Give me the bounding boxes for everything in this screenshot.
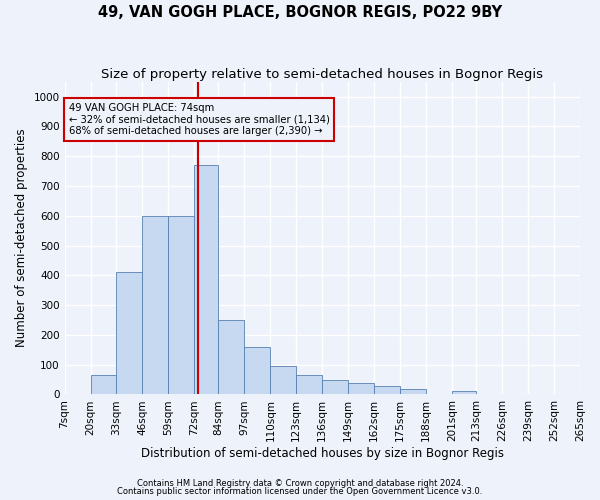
Text: Contains public sector information licensed under the Open Government Licence v3: Contains public sector information licen…	[118, 487, 482, 496]
Text: Contains HM Land Registry data © Crown copyright and database right 2024.: Contains HM Land Registry data © Crown c…	[137, 478, 463, 488]
Y-axis label: Number of semi-detached properties: Number of semi-detached properties	[15, 128, 28, 348]
Title: Size of property relative to semi-detached houses in Bognor Regis: Size of property relative to semi-detach…	[101, 68, 543, 80]
Bar	[348, 382, 374, 394]
Bar	[244, 347, 271, 395]
Bar	[374, 386, 400, 394]
Bar	[452, 392, 476, 394]
Bar	[194, 165, 218, 394]
Bar	[400, 388, 426, 394]
Bar	[116, 272, 142, 394]
X-axis label: Distribution of semi-detached houses by size in Bognor Regis: Distribution of semi-detached houses by …	[141, 447, 504, 460]
Bar	[218, 320, 244, 394]
Bar	[91, 375, 116, 394]
Bar	[142, 216, 169, 394]
Bar	[322, 380, 348, 394]
Bar	[271, 366, 296, 394]
Bar	[296, 375, 322, 394]
Text: 49, VAN GOGH PLACE, BOGNOR REGIS, PO22 9BY: 49, VAN GOGH PLACE, BOGNOR REGIS, PO22 9…	[98, 5, 502, 20]
Bar	[169, 216, 194, 394]
Text: 49 VAN GOGH PLACE: 74sqm
← 32% of semi-detached houses are smaller (1,134)
68% o: 49 VAN GOGH PLACE: 74sqm ← 32% of semi-d…	[68, 102, 329, 136]
